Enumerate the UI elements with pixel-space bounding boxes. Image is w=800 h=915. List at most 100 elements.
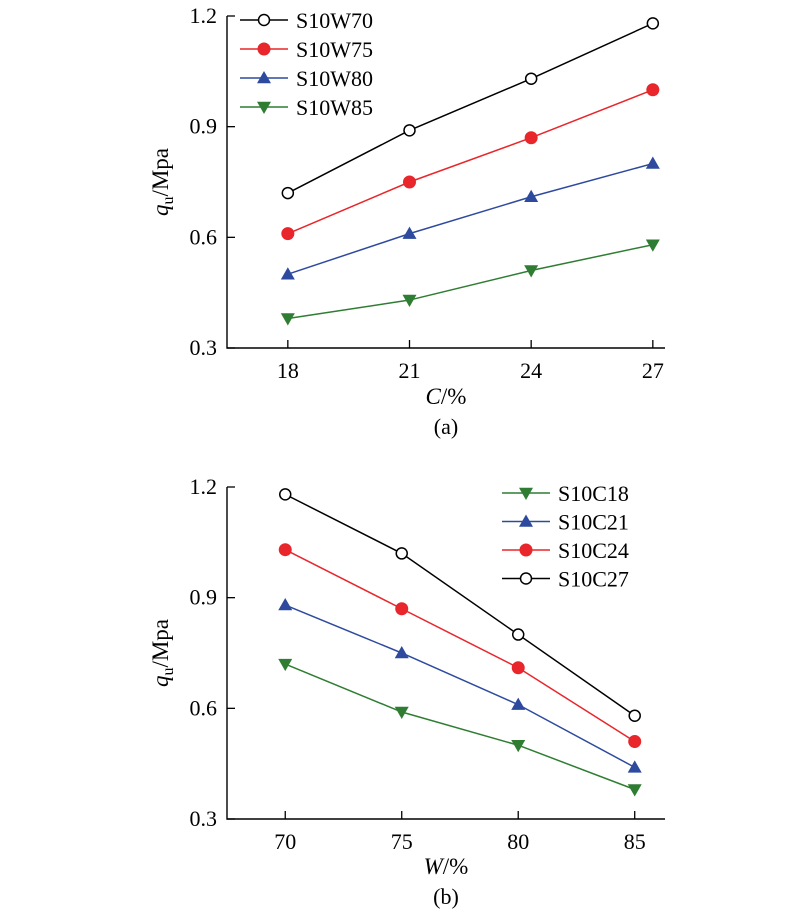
data-point — [646, 17, 660, 30]
series-s10w80 — [280, 156, 660, 280]
x-axis-title: W/% — [424, 854, 469, 879]
legend-label: S10W85 — [296, 95, 373, 120]
y-tick-label: 1.2 — [190, 474, 218, 499]
legend-marker — [519, 487, 533, 500]
data-point — [524, 189, 539, 203]
axis-frame — [226, 16, 665, 349]
x-axis-unit: /% — [443, 854, 469, 879]
data-point — [627, 784, 642, 797]
axis-frame — [226, 487, 665, 820]
y-axis-unit: /Mpa — [148, 619, 173, 668]
x-axis-unit: /% — [441, 384, 467, 409]
legend-item: S10C27 — [502, 567, 629, 592]
data-point — [278, 543, 292, 557]
series-line — [287, 243, 653, 320]
y-axis-unit: /Mpa — [148, 148, 173, 197]
legend-marker — [257, 101, 271, 114]
y-axis-variable: q — [148, 205, 173, 217]
data-point — [281, 186, 295, 200]
data-point — [395, 602, 409, 616]
data-point — [402, 294, 417, 308]
chart-panel-b: 0.30.60.91.270 75 80 85W/%qu/Mpa(b)S10C18S1… — [148, 474, 665, 909]
data-point — [524, 72, 538, 85]
x-axis-variable: C — [426, 384, 442, 409]
y-tick-label: 0.6 — [190, 695, 218, 720]
legend-marker — [519, 514, 533, 527]
legend-label: S10C24 — [558, 538, 629, 563]
data-point — [511, 697, 526, 710]
y-axis-subscript: u — [160, 668, 177, 676]
legend: S10C18 S10C21 S10C24 S10C27 — [502, 481, 629, 592]
data-point — [524, 131, 538, 145]
series-line — [287, 162, 654, 275]
data-point — [627, 760, 642, 773]
x-tick-label: 18 — [277, 358, 299, 383]
legend-item: S10W85 — [240, 95, 373, 120]
legend-label: S10W80 — [296, 66, 373, 91]
legend-label: S10C21 — [558, 510, 629, 535]
data-point — [278, 488, 292, 501]
legend-item: S10W80 — [240, 66, 373, 91]
series-line — [284, 493, 636, 717]
data-point — [278, 658, 293, 672]
data-point — [281, 227, 295, 241]
series-s10c18 — [278, 658, 642, 797]
y-axis-title: qu/Mpa — [148, 619, 177, 687]
data-point — [646, 83, 660, 97]
x-tick-label: 21 — [399, 358, 421, 383]
series-line — [287, 89, 654, 235]
chart-panel-a: 0.30.60.91.218 21 24 27C/%qu/Mpa(a)S10W70S1… — [148, 3, 665, 439]
data-point — [628, 735, 642, 749]
y-tick-label: 0.3 — [190, 335, 218, 360]
series-line — [284, 663, 635, 791]
series-line — [287, 22, 654, 194]
series-s10c21 — [278, 598, 642, 773]
panel-label: (b) — [433, 884, 459, 909]
series-s10w70 — [281, 17, 660, 200]
legend-label: S10C27 — [558, 567, 629, 592]
series-s10c27 — [278, 488, 641, 722]
data-point — [511, 661, 525, 675]
x-tick-label: 80 — [507, 829, 529, 854]
data-point — [394, 646, 409, 659]
legend-item: S10W70 — [240, 8, 373, 33]
legend-item: S10C18 — [502, 481, 629, 506]
data-point — [511, 628, 525, 641]
series-line — [284, 549, 636, 743]
legend-marker — [257, 42, 271, 56]
y-axis-subscript: u — [160, 197, 177, 205]
data-point — [645, 156, 660, 169]
x-axis-title: C/% — [426, 384, 467, 409]
series-s10w85 — [280, 239, 660, 326]
y-tick-label: 0.9 — [190, 114, 218, 139]
series-line — [284, 604, 636, 769]
legend-marker — [519, 543, 533, 557]
legend-label: S10W75 — [296, 37, 373, 62]
legend-marker — [257, 71, 271, 84]
data-point — [402, 226, 417, 239]
data-point — [394, 706, 409, 720]
y-tick-label: 1.2 — [190, 3, 218, 28]
data-point — [278, 598, 293, 611]
y-axis-title: qu/Mpa — [148, 148, 177, 216]
series-s10c24 — [278, 543, 642, 749]
panel-label: (a) — [434, 414, 458, 439]
x-tick-label: 27 — [642, 358, 664, 383]
data-point — [511, 739, 526, 753]
legend-marker — [519, 572, 533, 585]
data-point — [280, 267, 295, 280]
y-tick-label: 0.3 — [190, 806, 218, 831]
legend-item: S10W75 — [240, 37, 373, 62]
legend-marker — [257, 13, 271, 27]
data-point — [403, 124, 416, 137]
y-axis-variable: q — [148, 676, 173, 688]
series-s10w75 — [281, 83, 660, 241]
legend-label: S10C18 — [558, 481, 629, 506]
x-tick-label: 85 — [624, 829, 646, 854]
legend-item: S10C21 — [502, 510, 629, 535]
data-point — [628, 709, 641, 722]
data-point — [645, 239, 660, 252]
legend: S10W70 S10W75 S10W80 S10W85 — [240, 8, 373, 120]
data-point — [395, 547, 408, 560]
